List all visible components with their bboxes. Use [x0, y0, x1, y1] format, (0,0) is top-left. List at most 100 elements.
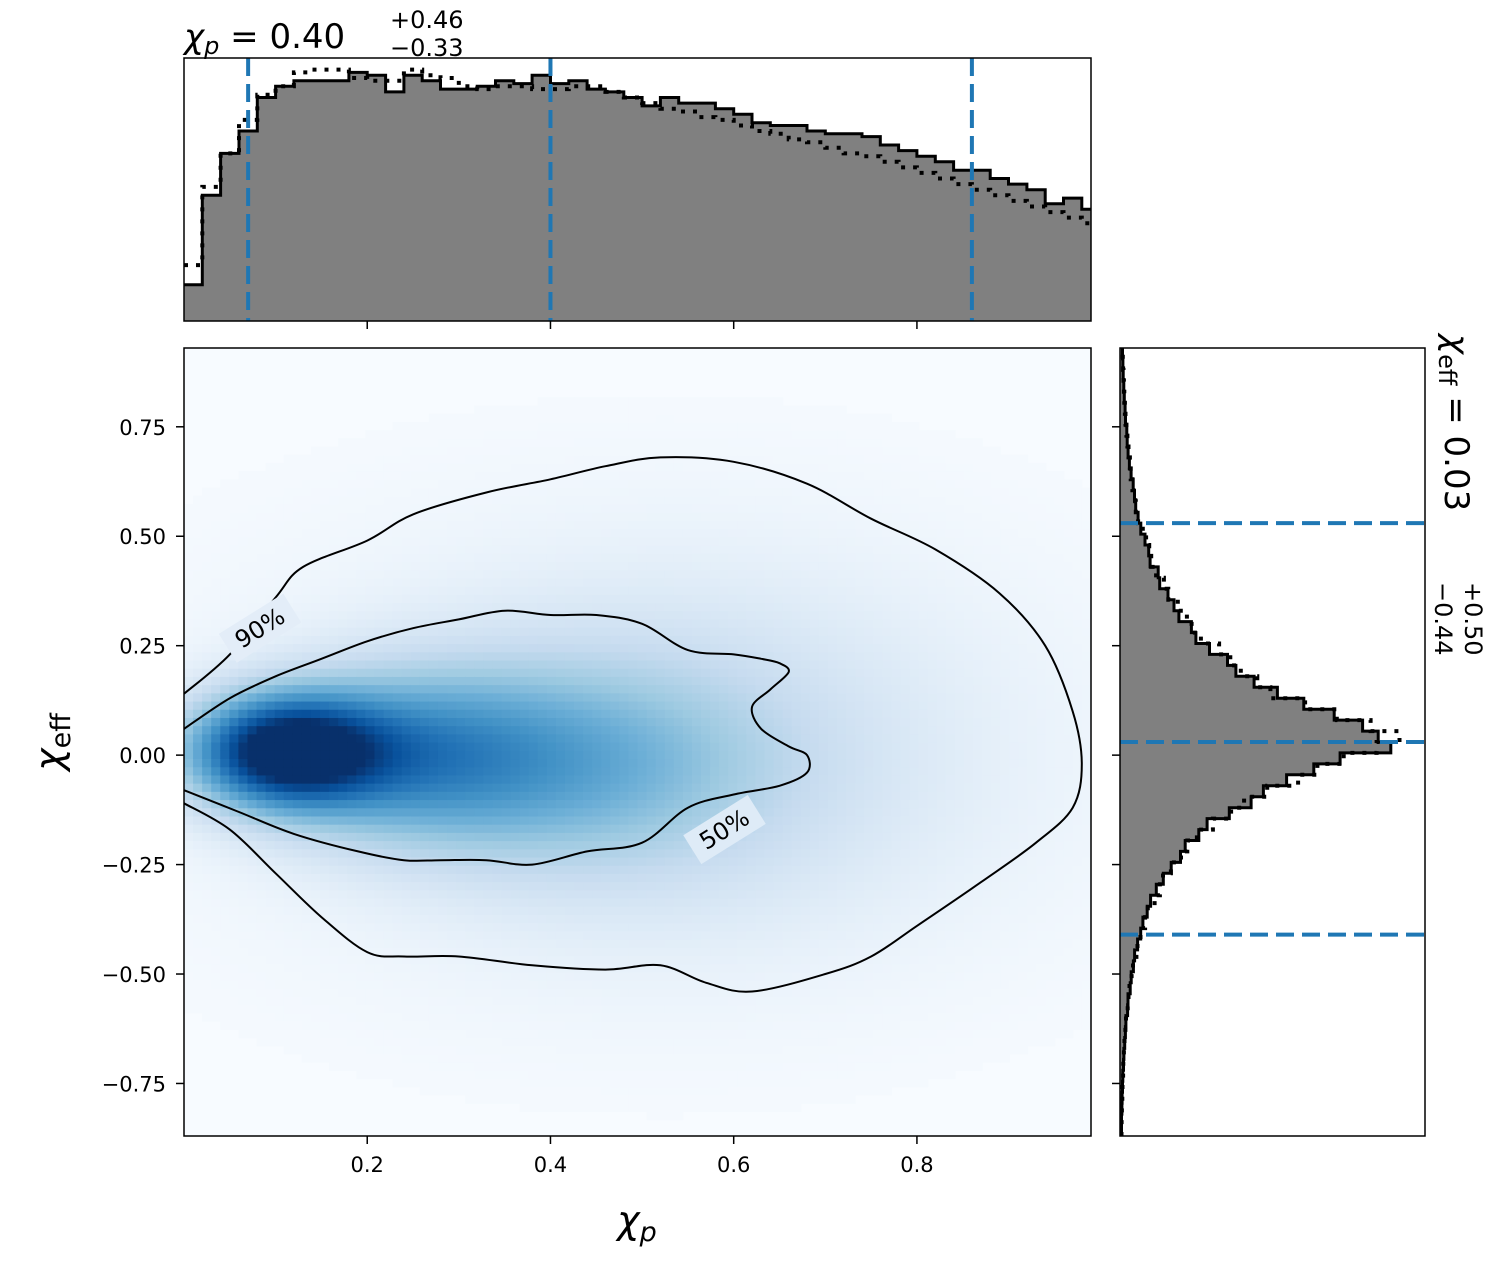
density-cell	[265, 545, 276, 554]
density-cell	[265, 881, 276, 891]
density-cell	[592, 963, 602, 973]
density-cell	[483, 930, 493, 940]
density-cell	[238, 791, 249, 801]
density-cell	[401, 939, 412, 948]
density-cell	[392, 742, 403, 751]
density-cell	[555, 594, 566, 604]
density-cell	[483, 725, 493, 735]
density-cell	[274, 1037, 285, 1047]
density-cell	[501, 1004, 512, 1014]
density-cell	[519, 1062, 530, 1071]
density-cell	[528, 594, 539, 604]
density-cell	[292, 520, 303, 530]
density-cell	[555, 922, 566, 932]
density-cell	[583, 725, 593, 735]
density-cell	[465, 520, 475, 530]
density-cell	[410, 561, 421, 571]
density-cell	[601, 832, 611, 842]
density-cell	[737, 980, 747, 989]
density-cell	[347, 889, 357, 899]
density-cell	[365, 643, 376, 653]
density-cell	[256, 791, 267, 801]
density-cell	[583, 889, 593, 899]
density-cell	[528, 1029, 539, 1039]
density-cell	[410, 955, 421, 965]
density-cell	[673, 742, 684, 751]
density-cell	[564, 512, 575, 521]
density-cell	[610, 750, 620, 760]
density-cell	[510, 799, 521, 809]
density-cell	[719, 766, 729, 776]
density-cell	[292, 807, 303, 817]
density-cell	[428, 528, 439, 538]
density-cell	[220, 1004, 230, 1014]
density-cell	[474, 947, 484, 957]
density-cell	[583, 586, 593, 595]
density-cell	[347, 659, 357, 669]
density-cell	[519, 914, 530, 924]
density-cell	[238, 1029, 249, 1039]
density-cell	[483, 405, 493, 415]
density-cell	[193, 930, 203, 940]
density-cell	[410, 503, 421, 513]
density-cell	[428, 446, 439, 456]
density-cell	[510, 717, 521, 727]
density-cell	[492, 586, 503, 595]
density-cell	[301, 856, 312, 866]
density-cell	[492, 980, 503, 989]
density-cell	[510, 906, 521, 915]
density-cell	[465, 1021, 475, 1030]
density-cell	[592, 438, 602, 448]
density-cell	[546, 897, 557, 907]
density-cell	[374, 791, 385, 801]
density-cell	[719, 1021, 729, 1030]
density-cell	[737, 955, 747, 965]
density-cell	[737, 906, 747, 915]
density-cell	[528, 586, 539, 595]
density-cell	[220, 733, 230, 743]
density-cell	[383, 766, 394, 776]
density-cell	[492, 643, 503, 653]
density-cell	[682, 1037, 693, 1047]
density-cell	[619, 742, 630, 751]
density-cell	[193, 856, 203, 866]
density-cell	[202, 1012, 212, 1022]
density-cell	[728, 1070, 738, 1080]
density-cell	[528, 454, 539, 464]
density-cell	[700, 1021, 711, 1030]
density-cell	[655, 1062, 666, 1071]
density-cell	[238, 487, 249, 497]
density-cell	[637, 586, 648, 595]
density-cell	[428, 1062, 439, 1071]
density-cell	[383, 865, 394, 874]
density-cell	[483, 413, 493, 423]
density-cell	[519, 405, 530, 415]
density-cell	[437, 889, 448, 899]
density-cell	[655, 1029, 666, 1039]
density-cell	[719, 545, 729, 554]
density-cell	[637, 881, 648, 891]
density-cell	[546, 528, 557, 538]
density-cell	[619, 520, 630, 530]
density-cell	[601, 889, 611, 899]
density-cell	[528, 446, 539, 456]
density-cell	[437, 717, 448, 727]
density-cell	[519, 980, 530, 989]
density-cell	[537, 865, 548, 874]
density-cell	[546, 709, 557, 718]
density-cell	[447, 848, 457, 858]
density-cell	[301, 635, 312, 645]
density-cell	[410, 1062, 421, 1071]
density-cell	[292, 1029, 303, 1039]
density-cell	[419, 561, 430, 571]
density-cell	[655, 1037, 666, 1047]
density-cell	[537, 1094, 548, 1104]
density-cell	[283, 569, 294, 579]
density-cell	[329, 881, 339, 891]
density-cell	[664, 610, 675, 620]
density-cell	[691, 873, 702, 883]
density-cell	[465, 462, 475, 472]
density-cell	[628, 610, 639, 620]
density-cell	[682, 561, 693, 571]
density-cell	[392, 684, 403, 694]
